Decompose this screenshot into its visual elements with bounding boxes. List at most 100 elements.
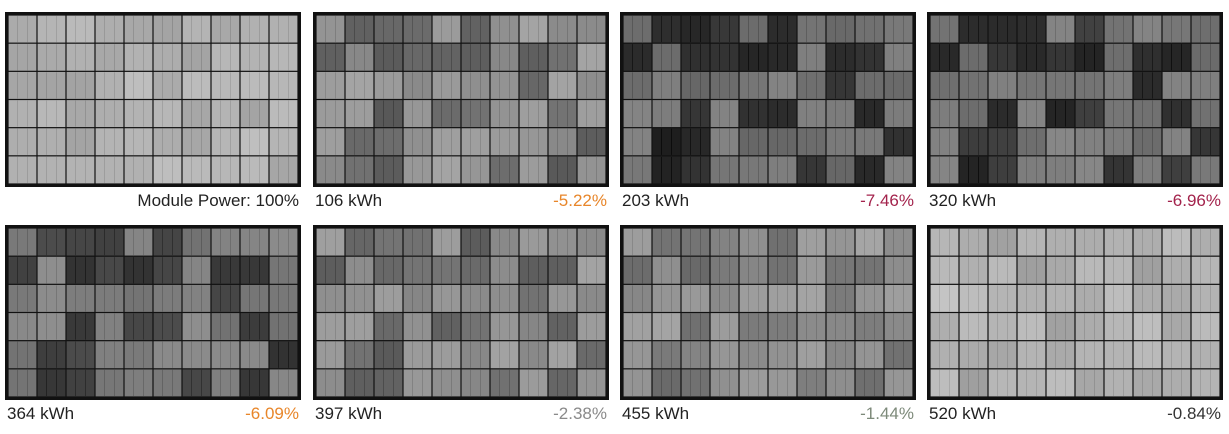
solar-cell (404, 44, 432, 71)
figure: Module Power: 100%106 kWh-5.22%203 kWh-7… (0, 0, 1229, 434)
solar-cell (462, 341, 490, 368)
solar-cell (96, 285, 124, 312)
solar-cell (960, 16, 988, 43)
solar-cell (885, 313, 913, 340)
solar-cell (1018, 341, 1046, 368)
solar-cell (212, 341, 240, 368)
solar-cell (1047, 229, 1075, 256)
solar-cell (270, 128, 298, 155)
solar-cell (125, 128, 153, 155)
solar-cell (856, 285, 884, 312)
solar-cell (491, 16, 519, 43)
solar-cell (96, 128, 124, 155)
solar-cell (346, 16, 374, 43)
solar-cell (1047, 369, 1075, 396)
solar-cell (1018, 72, 1046, 99)
solar-cell (931, 156, 959, 183)
solar-cell (1163, 229, 1191, 256)
solar-cell (1076, 313, 1104, 340)
solar-cell (624, 44, 652, 71)
solar-cell (375, 257, 403, 284)
solar-cell (241, 341, 269, 368)
solar-cell (624, 229, 652, 256)
solar-cell (125, 257, 153, 284)
solar-cell (317, 100, 345, 127)
solar-cell (67, 128, 95, 155)
solar-cell (827, 44, 855, 71)
solar-cell (798, 72, 826, 99)
solar-cell (798, 257, 826, 284)
solar-cell (740, 100, 768, 127)
solar-cell (1047, 257, 1075, 284)
solar-cell (9, 72, 37, 99)
solar-cell (9, 100, 37, 127)
solar-cell (578, 313, 606, 340)
solar-cell (38, 16, 66, 43)
solar-cell (740, 16, 768, 43)
solar-cell (1076, 229, 1104, 256)
solar-cell (1192, 313, 1220, 340)
module-panel: 520 kWh-0.84% (927, 225, 1223, 428)
caption: 320 kWh-6.96% (927, 191, 1223, 215)
solar-cell (1105, 72, 1133, 99)
solar-cell (711, 257, 739, 284)
solar-cell (960, 44, 988, 71)
solar-cell (183, 156, 211, 183)
solar-cell (682, 313, 710, 340)
solar-cell (154, 128, 182, 155)
solar-cell (769, 44, 797, 71)
solar-cell (769, 285, 797, 312)
solar-cell (96, 72, 124, 99)
solar-cell (404, 285, 432, 312)
solar-cell (1192, 44, 1220, 71)
solar-cell (1105, 229, 1133, 256)
solar-cell (989, 285, 1017, 312)
solar-cell (38, 341, 66, 368)
solar-cell (931, 257, 959, 284)
solar-cell (711, 156, 739, 183)
solar-cell (856, 369, 884, 396)
solar-cell (9, 341, 37, 368)
solar-cell (96, 229, 124, 256)
solar-cell (682, 100, 710, 127)
solar-cell (769, 156, 797, 183)
solar-cell (491, 285, 519, 312)
solar-cell (549, 44, 577, 71)
solar-cell (491, 229, 519, 256)
solar-cell (856, 156, 884, 183)
solar-cell (491, 44, 519, 71)
solar-cell (856, 341, 884, 368)
solar-cell (1105, 257, 1133, 284)
solar-cell (1163, 313, 1191, 340)
solar-cell (520, 44, 548, 71)
module-panel: 397 kWh-2.38% (313, 225, 609, 428)
solar-cell (96, 369, 124, 396)
solar-cell (885, 229, 913, 256)
solar-cell (346, 313, 374, 340)
solar-cell (827, 156, 855, 183)
solar-cell (183, 285, 211, 312)
solar-cell (212, 285, 240, 312)
solar-cell (1163, 369, 1191, 396)
solar-cell (1105, 341, 1133, 368)
solar-cell (931, 369, 959, 396)
solar-cell (375, 16, 403, 43)
power-change-label: -0.84% (1167, 404, 1221, 424)
solar-cell (9, 44, 37, 71)
solar-cell (960, 341, 988, 368)
solar-cell (346, 285, 374, 312)
solar-cell (624, 128, 652, 155)
solar-cell (154, 16, 182, 43)
solar-cell (404, 100, 432, 127)
solar-cell (38, 100, 66, 127)
solar-cell (769, 341, 797, 368)
solar-cell (827, 257, 855, 284)
solar-cell (433, 156, 461, 183)
module-panel: 364 kWh-6.09% (5, 225, 301, 428)
solar-cell (1076, 341, 1104, 368)
solar-cell (856, 100, 884, 127)
solar-cell (682, 128, 710, 155)
solar-cell (520, 285, 548, 312)
solar-cell (653, 156, 681, 183)
solar-cell (270, 156, 298, 183)
